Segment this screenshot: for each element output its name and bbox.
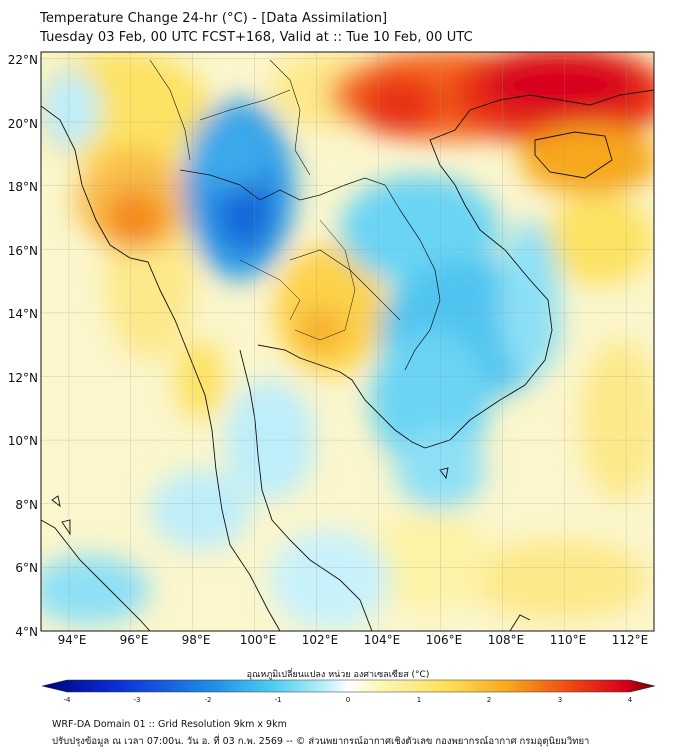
lon-label-110: 110°E <box>550 633 587 647</box>
lon-label-108: 108°E <box>488 633 525 647</box>
lon-label-102: 102°E <box>302 633 339 647</box>
lat-label-12: 12°N <box>8 371 38 385</box>
map-title: Temperature Change 24-hr (°C) - [Data As… <box>40 11 388 26</box>
lat-label-20: 20°N <box>8 117 38 131</box>
colorbar-label: อุณหภูมิเปลี่ยนแปลง หน่วย องศาเซลเซียส (… <box>246 670 430 680</box>
coastlines <box>41 59 654 631</box>
lat-label-4: 4°N <box>15 625 38 639</box>
colorbar: -4 -3 -2 -1 0 1 2 3 4 <box>41 679 656 704</box>
lon-label-96: 96°E <box>120 633 149 647</box>
lat-label-6: 6°N <box>15 561 38 575</box>
colorbar-body <box>41 679 656 693</box>
colorbar-tick: 3 <box>558 696 562 704</box>
colorbar-tick: -4 <box>64 696 72 704</box>
lon-label-100: 100°E <box>240 633 277 647</box>
lon-axis: 94°E 96°E 98°E 100°E 102°E 104°E 106°E 1… <box>58 633 649 647</box>
footer-update-info: ปรับปรุงข้อมูล ณ เวลา 07:00น. วัน อ. ที่… <box>52 736 590 747</box>
lat-label-22: 22°N <box>8 53 38 67</box>
colorbar-tick: 2 <box>487 696 491 704</box>
colorbar-tick: 1 <box>417 696 421 704</box>
map-frame <box>40 51 655 632</box>
map-subtitle: Tuesday 03 Feb, 00 UTC FCST+168, Valid a… <box>40 30 473 45</box>
lon-label-98: 98°E <box>182 633 211 647</box>
lat-label-18: 18°N <box>8 180 38 194</box>
colorbar-ticks: -4 -3 -2 -1 0 1 2 3 4 <box>64 696 633 704</box>
lat-label-16: 16°N <box>8 244 38 258</box>
colorbar-tick: 0 <box>346 696 350 704</box>
lon-label-112: 112°E <box>612 633 649 647</box>
lon-label-106: 106°E <box>426 633 463 647</box>
lat-label-10: 10°N <box>8 434 38 448</box>
colorbar-tick: -1 <box>275 696 282 704</box>
colorbar-tick: -2 <box>205 696 212 704</box>
temperature-field <box>41 52 654 631</box>
lon-label-104: 104°E <box>364 633 401 647</box>
footer-model-info: WRF-DA Domain 01 :: Grid Resolution 9km … <box>52 719 287 730</box>
lon-label-94: 94°E <box>58 633 87 647</box>
lat-label-8: 8°N <box>15 498 38 512</box>
lat-label-14: 14°N <box>8 307 38 321</box>
colorbar-tick: -3 <box>134 696 141 704</box>
lat-axis: 22°N 20°N 18°N 16°N 14°N 12°N 10°N 8°N 6… <box>8 53 38 639</box>
colorbar-tick: 4 <box>628 696 633 704</box>
